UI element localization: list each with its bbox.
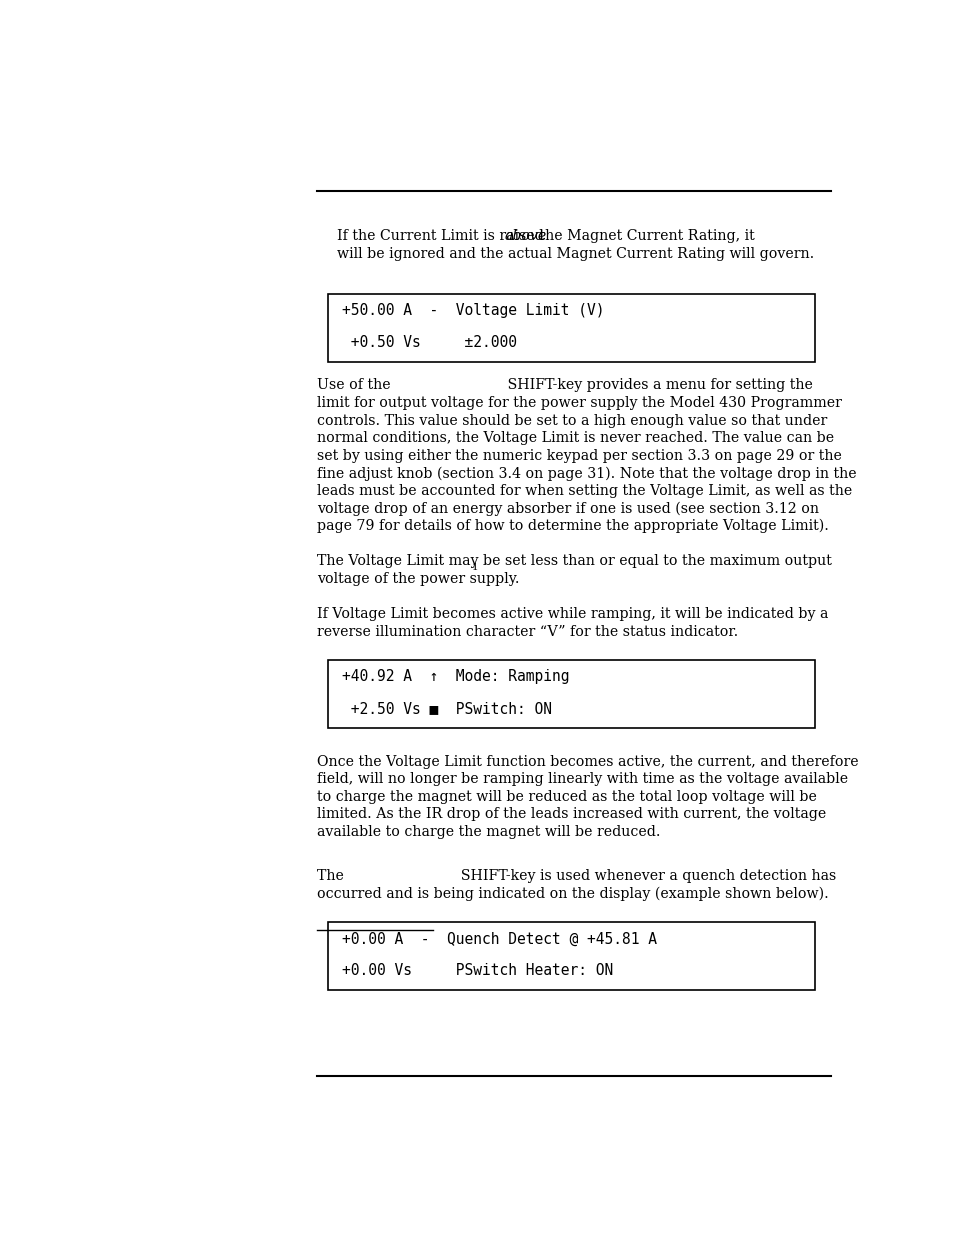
Text: Use of the                          SHIFT-key provides a menu for setting the: Use of the SHIFT-key provides a menu for… <box>317 378 812 393</box>
Text: field, will no longer be ramping linearly with time as the voltage available: field, will no longer be ramping linearl… <box>317 772 847 787</box>
FancyBboxPatch shape <box>328 659 814 729</box>
FancyBboxPatch shape <box>328 294 814 362</box>
FancyBboxPatch shape <box>328 921 814 990</box>
Text: The Voltage Limit may be set less than or equal to the maximum output: The Voltage Limit may be set less than o… <box>317 555 831 568</box>
Text: will be ignored and the actual Magnet Current Rating will govern.: will be ignored and the actual Magnet Cu… <box>337 247 814 261</box>
Text: 1: 1 <box>472 563 478 572</box>
Text: set by using either the numeric keypad per section 3.3 on page 29 or the: set by using either the numeric keypad p… <box>317 448 841 463</box>
Text: controls. This value should be set to a high enough value so that under: controls. This value should be set to a … <box>317 414 827 427</box>
Text: voltage drop of an energy absorber if one is used (see section 3.12 on: voltage drop of an energy absorber if on… <box>317 501 819 516</box>
Text: voltage of the power supply.: voltage of the power supply. <box>317 572 519 585</box>
Text: +0.00 Vs     PSwitch Heater: ON: +0.00 Vs PSwitch Heater: ON <box>341 963 613 978</box>
Text: above: above <box>503 228 546 243</box>
Text: +40.92 A  ↑  Mode: Ramping: +40.92 A ↑ Mode: Ramping <box>341 669 569 684</box>
Text: limited. As the IR drop of the leads increased with current, the voltage: limited. As the IR drop of the leads inc… <box>317 808 826 821</box>
Text: If Voltage Limit becomes active while ramping, it will be indicated by a: If Voltage Limit becomes active while ra… <box>317 608 828 621</box>
Text: normal conditions, the Voltage Limit is never reached. The value can be: normal conditions, the Voltage Limit is … <box>317 431 834 445</box>
Text: +0.00 A  -  Quench Detect @ +45.81 A: +0.00 A - Quench Detect @ +45.81 A <box>341 931 656 946</box>
Text: the Magnet Current Rating, it: the Magnet Current Rating, it <box>535 228 754 243</box>
Text: +0.50 Vs     ±2.000: +0.50 Vs ±2.000 <box>341 335 517 350</box>
Text: limit for output voltage for the power supply the Model 430 Programmer: limit for output voltage for the power s… <box>317 396 841 410</box>
Text: reverse illumination character “V” for the status indicator.: reverse illumination character “V” for t… <box>317 625 738 638</box>
Text: +2.50 Vs ■  PSwitch: ON: +2.50 Vs ■ PSwitch: ON <box>341 701 551 716</box>
Text: +50.00 A  -  Voltage Limit (V): +50.00 A - Voltage Limit (V) <box>341 304 603 319</box>
Text: fine adjust knob (section 3.4 on page 31). Note that the voltage drop in the: fine adjust knob (section 3.4 on page 31… <box>317 467 856 480</box>
Text: leads must be accounted for when setting the Voltage Limit, as well as the: leads must be accounted for when setting… <box>317 484 852 498</box>
Text: page 79 for details of how to determine the appropriate Voltage Limit).: page 79 for details of how to determine … <box>317 519 828 534</box>
Text: to charge the magnet will be reduced as the total loop voltage will be: to charge the magnet will be reduced as … <box>317 790 817 804</box>
Text: The                          SHIFT-key is used whenever a quench detection has: The SHIFT-key is used whenever a quench … <box>317 869 836 883</box>
Text: If the Current Limit is raised: If the Current Limit is raised <box>337 228 548 243</box>
Text: Once the Voltage Limit function becomes active, the current, and therefore: Once the Voltage Limit function becomes … <box>317 755 858 768</box>
Text: occurred and is being indicated on the display (example shown below).: occurred and is being indicated on the d… <box>317 887 828 902</box>
Text: available to charge the magnet will be reduced.: available to charge the magnet will be r… <box>317 825 660 839</box>
